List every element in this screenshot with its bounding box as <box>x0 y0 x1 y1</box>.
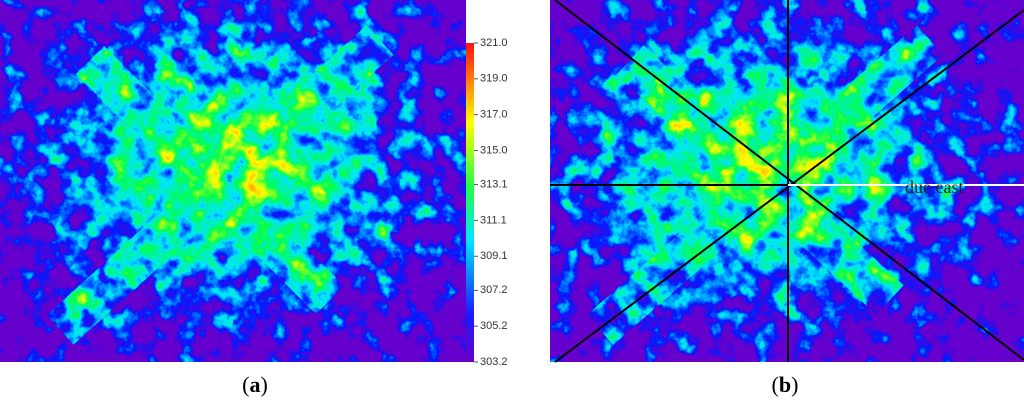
tick-label: 319.0 <box>480 73 508 85</box>
tick-label: 309.1 <box>480 250 508 262</box>
tick-label: 321.0 <box>480 37 508 49</box>
annotation: due east <box>905 177 963 197</box>
tick-label: 317.0 <box>480 109 508 121</box>
panel-b: due east (b) <box>550 0 1024 397</box>
temperature-map <box>0 0 466 362</box>
tick-label: 307.2 <box>480 284 508 296</box>
tick-label: 313.1 <box>480 178 508 190</box>
colorbar <box>466 43 474 362</box>
panel-label: (a) <box>242 372 268 397</box>
panel-a: 321.0 319.0 317.0 315.0 313.1 311.1 309.1 307.2… <box>0 0 508 397</box>
tick-label: 305.2 <box>480 320 508 332</box>
tick-label: 303.2 <box>480 356 508 368</box>
panel-label: (b) <box>772 372 799 397</box>
tick-label: 315.0 <box>480 144 508 156</box>
tick-label: 311.1 <box>480 214 507 226</box>
